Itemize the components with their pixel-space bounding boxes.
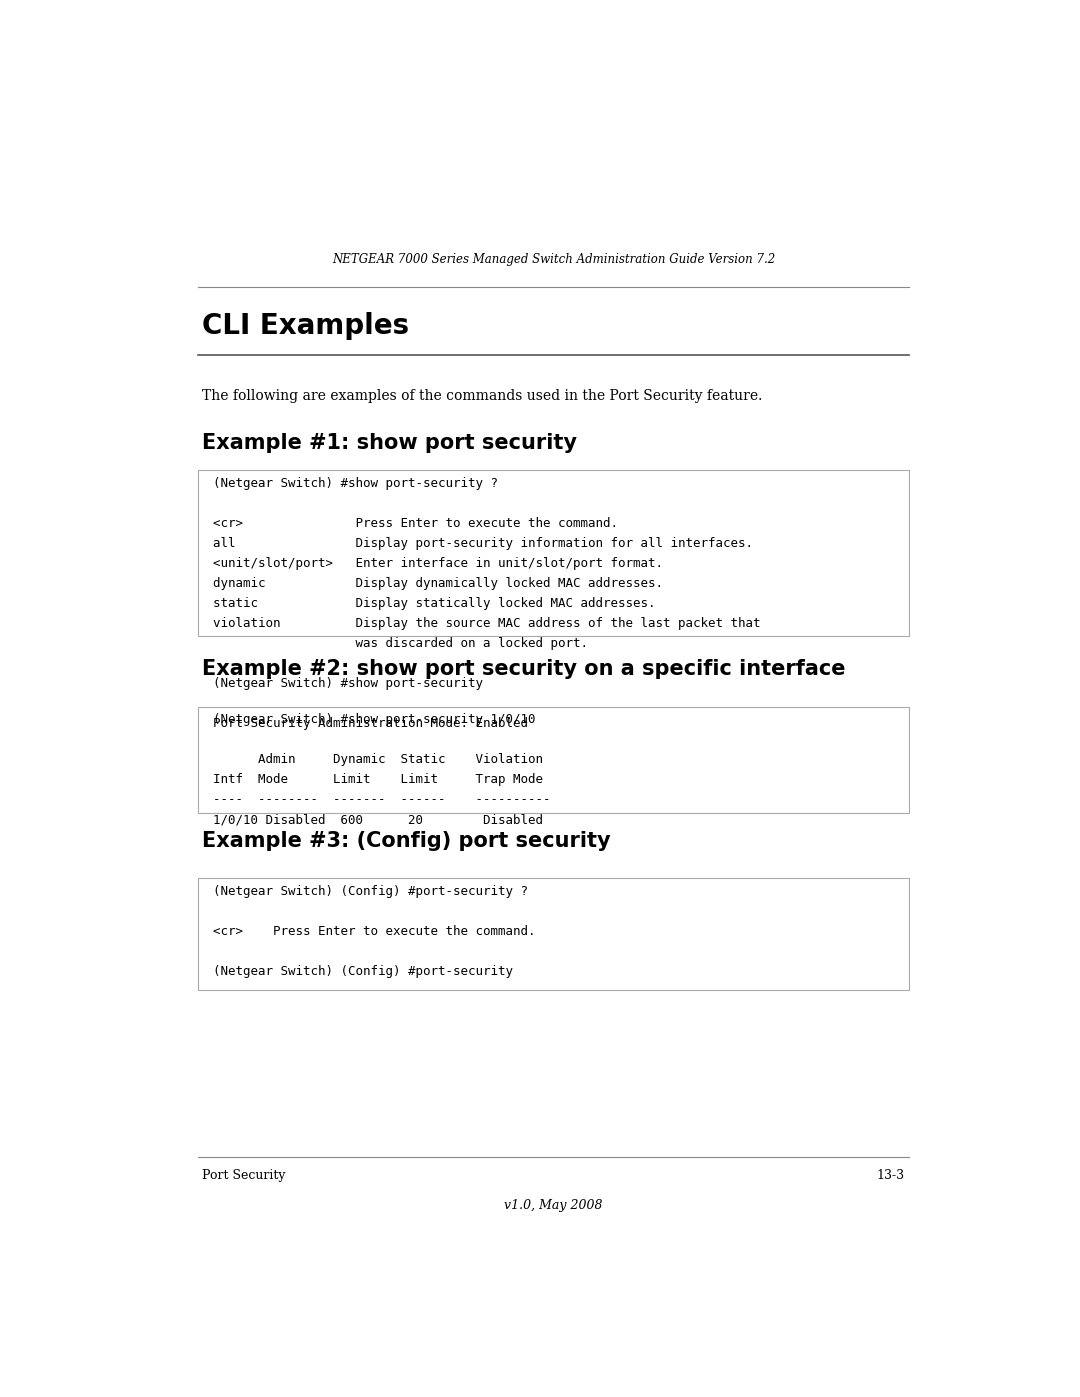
Text: Example #1: show port security: Example #1: show port security xyxy=(202,433,577,453)
Text: The following are examples of the commands used in the Port Security feature.: The following are examples of the comman… xyxy=(202,390,762,404)
Text: Example #3: (Config) port security: Example #3: (Config) port security xyxy=(202,831,610,851)
Text: (Netgear Switch) (Config) #port-security ?

<cr>    Press Enter to execute the c: (Netgear Switch) (Config) #port-security… xyxy=(213,884,536,978)
Text: v1.0, May 2008: v1.0, May 2008 xyxy=(504,1200,603,1213)
Text: Example #2: show port security on a specific interface: Example #2: show port security on a spec… xyxy=(202,659,846,679)
FancyBboxPatch shape xyxy=(198,471,909,636)
Text: 13-3: 13-3 xyxy=(877,1169,905,1182)
FancyBboxPatch shape xyxy=(198,879,909,990)
Text: NETGEAR 7000 Series Managed Switch Administration Guide Version 7.2: NETGEAR 7000 Series Managed Switch Admin… xyxy=(332,253,775,267)
FancyBboxPatch shape xyxy=(198,707,909,813)
Text: (Netgear Switch) #show port-security 1/0/10

      Admin     Dynamic  Static    : (Netgear Switch) #show port-security 1/0… xyxy=(213,712,551,826)
Text: (Netgear Switch) #show port-security ?

<cr>               Press Enter to execut: (Netgear Switch) #show port-security ? <… xyxy=(213,476,760,729)
Text: CLI Examples: CLI Examples xyxy=(202,313,409,341)
Text: Port Security: Port Security xyxy=(202,1169,285,1182)
